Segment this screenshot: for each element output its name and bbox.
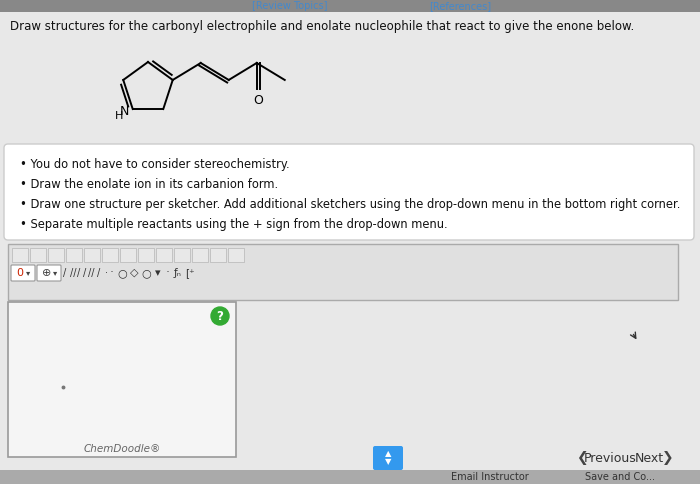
Text: Previous: Previous	[584, 452, 636, 465]
Text: Email Instructor: Email Instructor	[451, 472, 529, 482]
Bar	[120, 248, 136, 262]
FancyBboxPatch shape	[373, 446, 403, 470]
Text: N: N	[120, 105, 130, 118]
Text: [References]: [References]	[429, 1, 491, 11]
Bar	[0, 470, 700, 484]
Text: //: //	[88, 268, 94, 278]
FancyBboxPatch shape	[37, 265, 61, 281]
Bar	[66, 248, 82, 262]
Bar	[174, 248, 190, 262]
Bar	[8, 244, 678, 300]
Text: ○: ○	[117, 268, 127, 278]
Text: ❯: ❯	[662, 451, 674, 465]
Bar	[84, 248, 100, 262]
Text: 0: 0	[17, 268, 24, 278]
Circle shape	[211, 307, 229, 325]
Text: ·: ·	[166, 267, 170, 279]
Text: ⊕: ⊕	[42, 268, 52, 278]
Text: ·: ·	[104, 268, 108, 278]
Text: /: /	[78, 268, 80, 278]
Text: ▾: ▾	[26, 269, 30, 277]
Text: ?: ?	[216, 309, 223, 322]
FancyBboxPatch shape	[11, 265, 35, 281]
Text: H: H	[115, 111, 123, 121]
Text: ChemDoodle®: ChemDoodle®	[83, 444, 161, 454]
Text: ❮: ❮	[576, 451, 588, 465]
Bar	[102, 248, 118, 262]
Bar	[48, 248, 64, 262]
Text: /: /	[64, 268, 66, 278]
Bar	[30, 248, 46, 262]
Text: [Review Topics]: [Review Topics]	[252, 1, 328, 11]
Text: ·: ·	[110, 267, 114, 279]
Text: ◇: ◇	[130, 268, 139, 278]
FancyBboxPatch shape	[4, 144, 694, 240]
Text: ▲: ▲	[385, 450, 391, 458]
Text: Draw structures for the carbonyl electrophile and enolate nucleophile that react: Draw structures for the carbonyl electro…	[10, 20, 634, 33]
Text: ▾: ▾	[53, 269, 57, 277]
Bar	[192, 248, 208, 262]
Bar	[8, 302, 236, 457]
Text: • Separate multiple reactants using the + sign from the drop-down menu.: • Separate multiple reactants using the …	[20, 218, 447, 231]
Bar	[0, 0, 700, 12]
Text: /: /	[97, 268, 101, 278]
Text: O: O	[253, 94, 263, 107]
Text: • Draw one structure per sketcher. Add additional sketchers using the drop-down : • Draw one structure per sketcher. Add a…	[20, 198, 680, 211]
Bar	[210, 248, 226, 262]
Text: Save and Co...: Save and Co...	[585, 472, 655, 482]
Text: ○: ○	[141, 268, 151, 278]
Text: //: //	[70, 268, 76, 278]
Text: Next: Next	[634, 452, 664, 465]
Bar	[228, 248, 244, 262]
Text: ƒₙ: ƒₙ	[174, 268, 182, 278]
Bar	[156, 248, 172, 262]
Bar	[12, 248, 28, 262]
Text: /: /	[83, 268, 87, 278]
Text: • Draw the enolate ion in its carbanion form.: • Draw the enolate ion in its carbanion …	[20, 178, 278, 191]
Text: ▾: ▾	[155, 268, 161, 278]
Bar	[138, 248, 154, 262]
Text: [⁺: [⁺	[186, 268, 195, 278]
Text: • You do not have to consider stereochemistry.: • You do not have to consider stereochem…	[20, 158, 290, 171]
Text: ▼: ▼	[385, 457, 391, 467]
